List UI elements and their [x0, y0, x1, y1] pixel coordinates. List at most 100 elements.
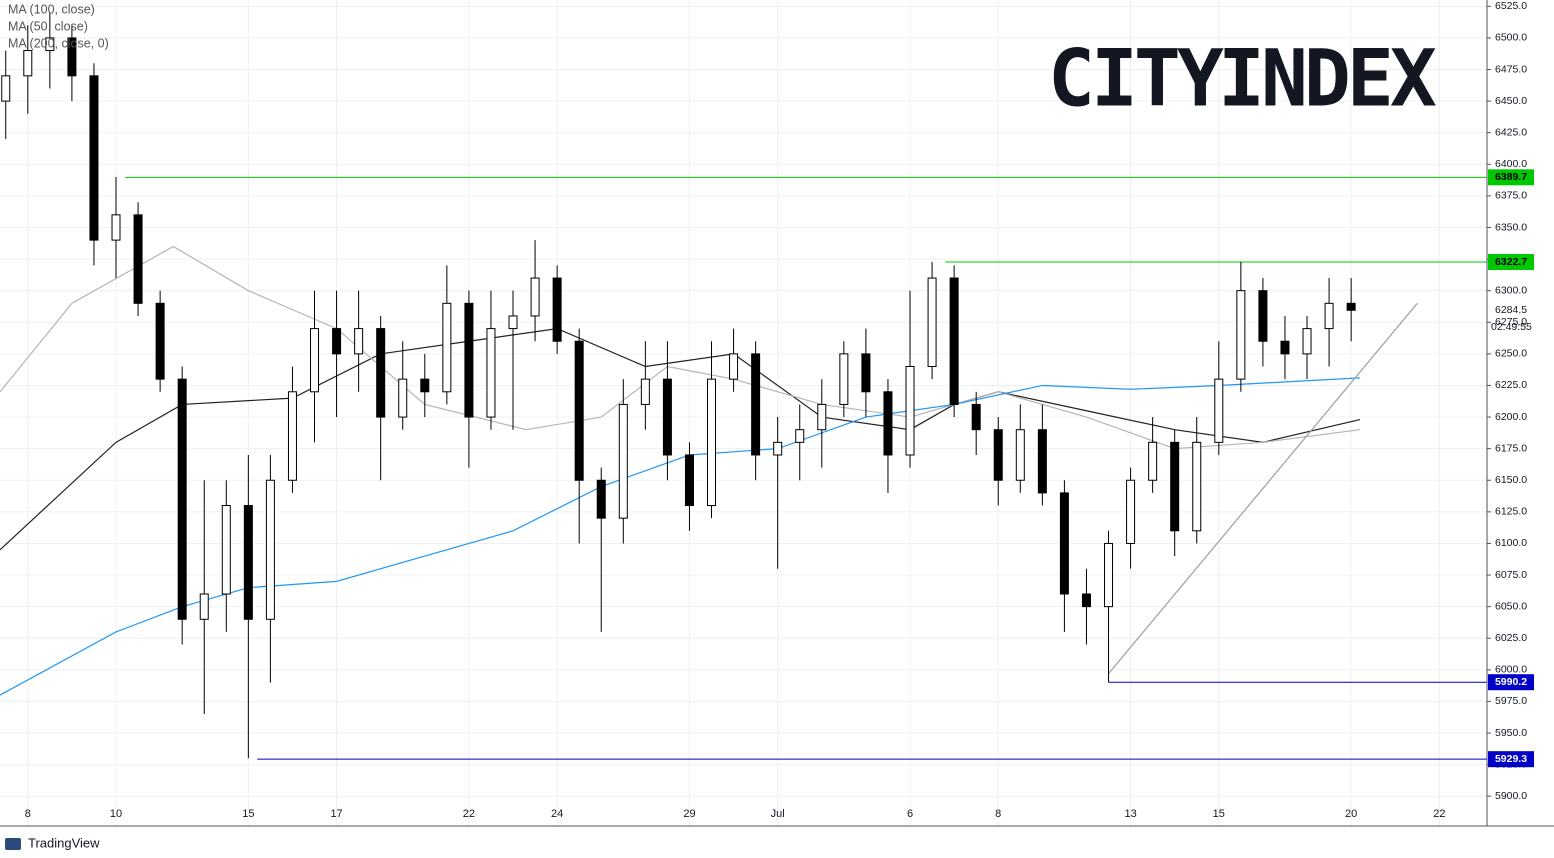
x-tick-label: 15	[1213, 808, 1225, 820]
candle-body	[420, 378, 430, 393]
candle-body	[155, 302, 165, 380]
candle-body	[949, 277, 959, 405]
trendline	[1108, 302, 1418, 675]
y-tick-label: 6100.0	[1495, 537, 1527, 549]
candle-body	[751, 353, 761, 456]
candle-body	[199, 593, 209, 620]
candle-body	[243, 505, 253, 620]
level-label-box	[1488, 751, 1534, 768]
candle-body	[1236, 290, 1246, 380]
moving-average	[0, 377, 1360, 696]
candle-body	[662, 378, 672, 456]
candle-body	[640, 378, 650, 405]
x-tick-label: 6	[907, 808, 913, 820]
y-tick-label: 6275.0	[1495, 316, 1527, 328]
candle-body	[111, 214, 121, 241]
y-tick-label: 6400.0	[1495, 158, 1527, 170]
candle-body	[221, 505, 231, 595]
footer: TradingView	[5, 835, 100, 850]
candle-body	[817, 403, 827, 431]
candle-body	[287, 391, 297, 481]
candle-body	[729, 353, 739, 380]
y-tick-label: 5950.0	[1495, 727, 1527, 739]
y-tick-label: 6050.0	[1495, 600, 1527, 612]
x-tick-label: 8	[25, 808, 31, 820]
candle-body	[265, 479, 275, 620]
y-tick-label: 6475.0	[1495, 63, 1527, 75]
candle-body	[618, 403, 628, 519]
level-label: 5929.3	[1495, 753, 1527, 765]
y-tick-label: 6425.0	[1495, 126, 1527, 138]
candle-body	[861, 353, 871, 393]
candle-body	[993, 429, 1003, 481]
x-tick-label: Jul	[771, 808, 785, 820]
candle-body	[177, 378, 187, 620]
candle-body	[596, 479, 606, 519]
legend-entry: MA (100, close)	[8, 2, 95, 16]
candle-body	[574, 340, 584, 481]
candle-body	[1, 75, 11, 102]
candle-body	[508, 315, 518, 330]
candle-body	[464, 302, 474, 418]
candle-body	[1192, 441, 1202, 532]
y-tick-label: 6075.0	[1495, 569, 1527, 581]
candle-body	[905, 366, 915, 456]
y-tick-label: 6225.0	[1495, 379, 1527, 391]
x-tick-label: 15	[242, 808, 254, 820]
x-tick-label: 29	[683, 808, 695, 820]
candle-body	[1148, 441, 1158, 481]
candle-body	[1258, 290, 1268, 342]
level-label: 5990.2	[1495, 676, 1527, 688]
x-tick-label: 10	[110, 808, 122, 820]
candle-body	[1015, 429, 1025, 481]
y-tick-label: 6300.0	[1495, 284, 1527, 296]
candle-body	[1104, 542, 1114, 608]
countdown-label: 02:49:55	[1491, 321, 1532, 333]
candle-body	[927, 277, 937, 368]
footer-text: TradingView	[28, 835, 100, 850]
x-tick-label: 8	[995, 808, 1001, 820]
x-tick-label: 13	[1124, 808, 1136, 820]
candle-body	[45, 37, 55, 52]
candle-body	[1324, 302, 1334, 330]
x-tick-label: 17	[330, 808, 342, 820]
candle-body	[332, 328, 342, 355]
candle-body	[310, 328, 320, 393]
y-tick-label: 6125.0	[1495, 506, 1527, 518]
candle-body	[67, 37, 77, 77]
candle-body	[530, 277, 540, 317]
candle-body	[883, 391, 893, 456]
candle-body	[1346, 302, 1356, 311]
y-tick-label: 5900.0	[1495, 790, 1527, 802]
level-label-box	[1488, 253, 1534, 270]
y-tick-label: 5975.0	[1495, 695, 1527, 707]
y-tick-label: 6350.0	[1495, 221, 1527, 233]
x-tick-label: 22	[1433, 808, 1445, 820]
candle-body	[1126, 479, 1136, 544]
footer-icon	[5, 838, 21, 850]
candle-body	[773, 441, 783, 456]
candle-body	[707, 378, 717, 507]
candle-body	[684, 454, 694, 507]
y-tick-label: 6375.0	[1495, 190, 1527, 202]
level-label: 6389.7	[1495, 171, 1527, 183]
y-tick-label: 6250.0	[1495, 348, 1527, 360]
y-tick-label: 6200.0	[1495, 411, 1527, 423]
y-tick-label: 6025.0	[1495, 632, 1527, 644]
last-price-label: 6284.5	[1495, 304, 1527, 316]
candle-body	[442, 302, 452, 393]
y-tick-label: 6000.0	[1495, 664, 1527, 676]
grid	[0, 0, 1487, 826]
level-label-box	[1488, 169, 1534, 186]
logo-index: INDEX	[1218, 34, 1436, 124]
plot	[0, 12, 1487, 760]
candle-body	[839, 353, 849, 405]
legend-entry: MA (50, close)	[8, 19, 88, 33]
candle-body	[354, 328, 364, 355]
y-tick-label: 6500.0	[1495, 32, 1527, 44]
y-tick-label: 6450.0	[1495, 95, 1527, 107]
candle-body	[89, 75, 99, 241]
candle-body	[795, 429, 805, 443]
